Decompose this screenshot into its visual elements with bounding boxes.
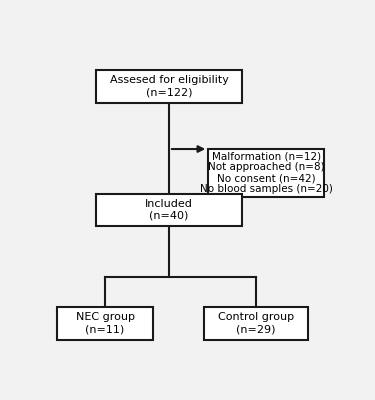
Bar — [204, 308, 308, 340]
Bar — [96, 194, 242, 226]
Text: Included: Included — [145, 198, 193, 208]
Text: (n=40): (n=40) — [149, 211, 189, 221]
Text: NEC group: NEC group — [75, 312, 135, 322]
Text: Malformation (n=12): Malformation (n=12) — [212, 151, 321, 161]
Bar — [57, 308, 153, 340]
Text: Assesed for eligibility: Assesed for eligibility — [110, 75, 228, 85]
Bar — [208, 149, 324, 197]
Text: No consent (n=42): No consent (n=42) — [217, 173, 316, 183]
Text: Control group: Control group — [218, 312, 294, 322]
Text: No blood samples (n=20): No blood samples (n=20) — [200, 184, 333, 194]
Text: (n=122): (n=122) — [146, 88, 192, 98]
Text: Not approached (n=8): Not approached (n=8) — [208, 162, 325, 172]
Bar — [96, 70, 242, 103]
Text: (n=11): (n=11) — [86, 325, 124, 335]
Text: (n=29): (n=29) — [236, 325, 276, 335]
